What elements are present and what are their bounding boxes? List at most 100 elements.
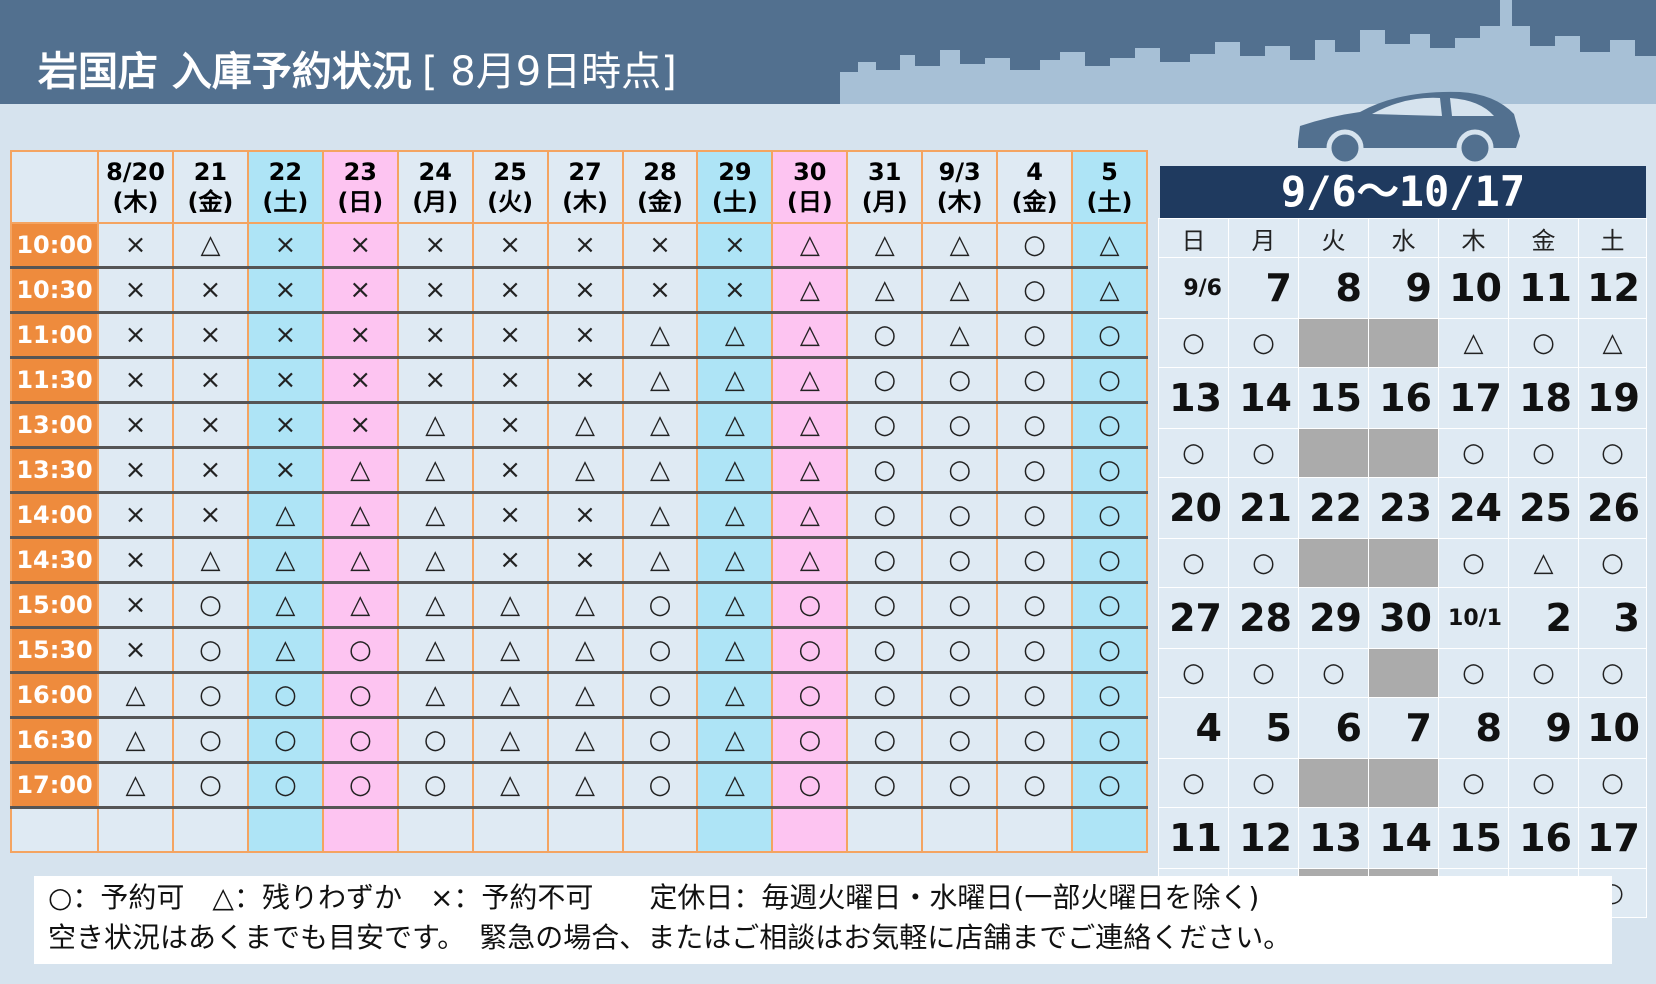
slot-status: △ — [97, 761, 174, 809]
slot-empty — [471, 806, 549, 853]
date-header: 25 (火) — [471, 150, 549, 224]
calendar-date: 4 — [1158, 697, 1229, 759]
date-day: 21 — [193, 158, 228, 186]
slot-status: △ — [846, 222, 924, 269]
slot-status: ○ — [321, 626, 399, 674]
time-label: 15:00 — [9, 581, 100, 629]
slot-status: ○ — [996, 401, 1074, 449]
slot-status: ○ — [846, 716, 924, 764]
calendar-date: 14 — [1368, 807, 1439, 869]
slot-empty — [321, 806, 399, 853]
table-row-empty — [9, 806, 1148, 853]
slot-status: ○ — [1071, 536, 1148, 584]
city-skyline-illustration — [840, 0, 1656, 104]
slot-status: ○ — [921, 671, 999, 719]
slot-empty — [97, 806, 174, 853]
date-header: 5 (土) — [1071, 150, 1148, 224]
table-row: 13:00 × × × × △ × △ △ △ △ ○ ○ ○ ○ — [9, 401, 1148, 449]
calendar-status: ○ — [1298, 648, 1369, 698]
slot-status: △ — [771, 266, 849, 314]
calendar-date: 24 — [1438, 477, 1509, 539]
slot-status: × — [246, 266, 324, 314]
calendar-date: 22 — [1298, 477, 1369, 539]
calendar-closed-day — [1368, 758, 1439, 808]
date-header: 8/20 (木) — [97, 150, 174, 224]
slot-status: △ — [1071, 222, 1148, 269]
calendar-date: 5 — [1228, 697, 1299, 759]
slot-status: ○ — [996, 266, 1074, 314]
time-label: 10:00 — [9, 222, 100, 269]
slot-status: × — [621, 222, 699, 269]
date-weekday: (金) — [1011, 188, 1058, 216]
calendar-date: 28 — [1228, 587, 1299, 649]
slot-status: ○ — [1071, 311, 1148, 359]
slot-status: △ — [696, 446, 774, 494]
slot-empty — [771, 806, 849, 853]
slot-status: × — [97, 222, 174, 269]
date-weekday: (土) — [711, 188, 758, 216]
slot-status: △ — [771, 401, 849, 449]
calendar-status: ○ — [1508, 428, 1579, 478]
slot-status: ○ — [396, 716, 474, 764]
slot-status: × — [246, 311, 324, 359]
table-row: 15:30 × ○ △ ○ △ △ △ ○ △ ○ ○ ○ ○ ○ — [9, 626, 1148, 674]
slot-status: ○ — [846, 626, 924, 674]
date-header: 30 (日) — [771, 150, 849, 224]
calendar-date-row: 13 14 15 16 17 18 19 — [1158, 367, 1647, 429]
slot-status: × — [246, 356, 324, 404]
calendar-status: ○ — [1228, 648, 1299, 698]
slot-empty — [846, 806, 924, 853]
slot-status: × — [471, 446, 549, 494]
calendar-closed-day — [1368, 648, 1439, 698]
slot-status: ○ — [246, 671, 324, 719]
table-row: 11:00 × × × × × × × △ △ △ ○ △ ○ ○ — [9, 311, 1148, 359]
slot-status: × — [696, 266, 774, 314]
calendar-date: 7 — [1368, 697, 1439, 759]
slot-status: △ — [921, 266, 999, 314]
page-title: 岩国店 入庫予約状況[ 8月9日時点] — [38, 44, 677, 100]
calendar-weekday: 火 — [1298, 218, 1369, 258]
calendar-status: ○ — [1228, 758, 1299, 808]
slot-status: ○ — [846, 761, 924, 809]
slot-status: × — [97, 266, 174, 314]
date-weekday: (土) — [1086, 188, 1133, 216]
date-day: 24 — [418, 158, 452, 186]
slot-status: × — [246, 446, 324, 494]
calendar-date: 13 — [1158, 367, 1229, 429]
calendar-status: ○ — [1508, 758, 1579, 808]
slot-status: ○ — [921, 401, 999, 449]
slot-status: × — [97, 536, 174, 584]
calendar-date: 15 — [1438, 807, 1509, 869]
slot-status: △ — [396, 671, 474, 719]
slot-status: × — [321, 311, 399, 359]
calendar-date-row: 9/6 7 8 9 10 11 12 — [1158, 257, 1647, 319]
slot-status: ○ — [846, 491, 924, 539]
slot-status: ○ — [996, 446, 1074, 494]
slot-status: ○ — [321, 671, 399, 719]
slot-status: ○ — [1071, 671, 1148, 719]
table-row: 14:30 × △ △ △ △ × × △ △ △ ○ ○ ○ ○ — [9, 536, 1148, 584]
slot-status: ○ — [771, 581, 849, 629]
slot-status: △ — [621, 311, 699, 359]
date-weekday: (火) — [487, 188, 534, 216]
slot-status: ○ — [921, 716, 999, 764]
slot-status: △ — [621, 536, 699, 584]
slot-status: △ — [396, 536, 474, 584]
date-weekday: (木) — [112, 188, 159, 216]
time-label: 13:30 — [9, 446, 100, 494]
slot-status: ○ — [771, 626, 849, 674]
slot-empty — [171, 806, 249, 853]
calendar-date: 30 — [1368, 587, 1439, 649]
slot-status: ○ — [321, 761, 399, 809]
slot-status: △ — [1071, 266, 1148, 314]
calendar-status: ○ — [1578, 758, 1647, 808]
slot-status: ○ — [921, 446, 999, 494]
date-day: 8/20 — [106, 158, 165, 186]
store-title: 岩国店 入庫予約状況 — [38, 49, 412, 95]
calendar-status: ○ — [1228, 538, 1299, 588]
slot-status: × — [546, 222, 624, 269]
slot-status: △ — [771, 491, 849, 539]
calendar-status: ○ — [1438, 428, 1509, 478]
slot-status: ○ — [396, 761, 474, 809]
slot-status: × — [471, 401, 549, 449]
